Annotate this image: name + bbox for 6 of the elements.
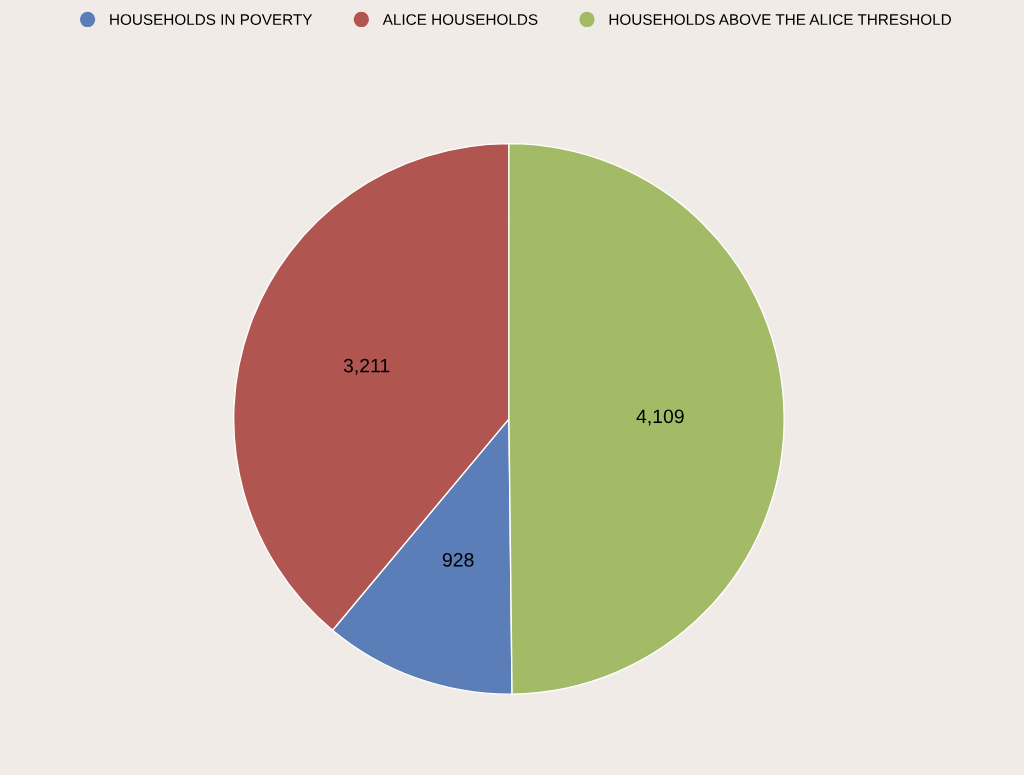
legend-label: HOUSEHOLDS IN POVERTY <box>110 14 313 25</box>
data-label: 928 <box>442 552 474 567</box>
legend-label: HOUSEHOLDS ABOVE THE ALICE THRESHOLD <box>609 14 951 25</box>
data-label: 4,109 <box>636 409 684 426</box>
legend-label: ALICE HOUSEHOLDS <box>382 14 538 25</box>
data-label: 3,211 <box>343 358 390 375</box>
